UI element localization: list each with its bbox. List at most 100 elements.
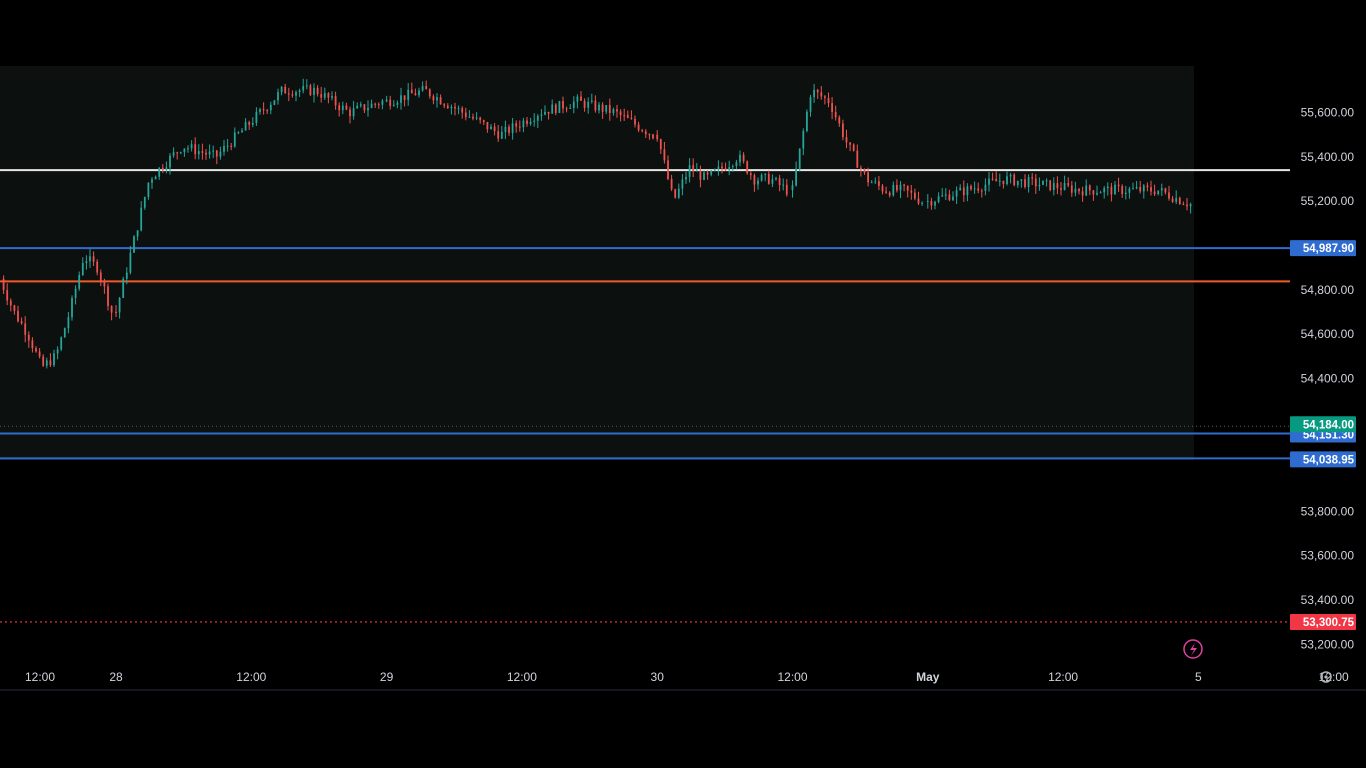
candle xyxy=(970,184,972,191)
lightning-glyph-icon xyxy=(1190,643,1197,656)
candle xyxy=(259,107,261,115)
candle xyxy=(959,184,962,191)
candle xyxy=(623,108,626,121)
candle xyxy=(760,173,763,182)
candle xyxy=(17,305,19,323)
candle xyxy=(9,298,12,312)
candle xyxy=(331,91,333,101)
candle xyxy=(74,285,77,305)
candle xyxy=(118,296,121,319)
candle xyxy=(53,349,55,368)
candle xyxy=(852,143,855,152)
candle xyxy=(616,104,618,118)
candle xyxy=(558,100,561,114)
candle xyxy=(287,87,290,102)
candle xyxy=(403,95,406,107)
candle xyxy=(1013,173,1016,187)
candle xyxy=(572,96,575,114)
candle xyxy=(1096,185,1098,196)
candle xyxy=(1042,180,1044,186)
candle xyxy=(400,87,402,110)
candle xyxy=(277,88,279,105)
candle xyxy=(746,160,749,175)
candle xyxy=(493,123,496,136)
candle xyxy=(845,129,848,149)
candle xyxy=(13,304,16,315)
candle xyxy=(816,88,819,99)
candle xyxy=(190,140,193,152)
candle xyxy=(418,87,420,98)
time-tick-label: 12:00 xyxy=(236,670,266,684)
candle xyxy=(20,317,23,325)
candle xyxy=(345,102,348,111)
candle xyxy=(248,120,251,130)
candle xyxy=(1128,186,1131,199)
candle xyxy=(910,185,913,200)
candle xyxy=(767,170,770,185)
price-badge-1-text: 54,987.90 xyxy=(1303,243,1354,255)
candle xyxy=(219,146,222,160)
candle xyxy=(594,95,597,113)
candle xyxy=(1135,181,1138,190)
last-price-badge: 54,184.00 xyxy=(1290,416,1356,433)
candle xyxy=(1117,177,1120,192)
candle xyxy=(1024,174,1026,189)
candle xyxy=(764,173,767,182)
candle xyxy=(500,125,503,140)
candle xyxy=(540,109,543,121)
alert-lightning-icon[interactable] xyxy=(1183,639,1203,659)
candle xyxy=(728,160,731,176)
candle xyxy=(962,180,965,202)
candle xyxy=(926,193,929,209)
candle xyxy=(952,191,954,202)
candle xyxy=(42,354,45,367)
candle xyxy=(367,100,369,117)
candle xyxy=(526,117,528,127)
candle xyxy=(215,149,218,165)
price-tick-label: 55,600.00 xyxy=(1301,106,1355,120)
candle xyxy=(824,95,826,105)
candle xyxy=(598,101,600,114)
candle xyxy=(212,145,215,158)
candle xyxy=(45,357,48,369)
candle xyxy=(551,99,554,114)
candle xyxy=(125,267,128,285)
candle xyxy=(1060,182,1062,196)
candle xyxy=(389,95,392,110)
candle xyxy=(630,110,633,120)
candle xyxy=(38,348,41,359)
candle xyxy=(6,283,9,306)
price-tick-label: 53,200.00 xyxy=(1301,637,1355,651)
candle xyxy=(370,99,373,109)
candle xyxy=(490,124,492,130)
candle xyxy=(349,106,351,124)
candle xyxy=(1142,184,1145,199)
candle xyxy=(99,269,102,287)
candle xyxy=(266,108,269,114)
candle xyxy=(450,104,453,115)
candle xyxy=(464,107,467,121)
candle xyxy=(269,101,272,115)
candle xyxy=(1067,177,1070,188)
candle xyxy=(436,93,438,108)
candle xyxy=(359,101,362,108)
candle xyxy=(35,346,37,353)
candle xyxy=(1168,185,1170,201)
candle xyxy=(753,173,756,192)
settings-gear-icon[interactable] xyxy=(1320,671,1332,683)
candle xyxy=(648,133,651,140)
candle xyxy=(381,99,384,110)
candle xyxy=(1175,190,1178,205)
candle xyxy=(392,100,395,107)
time-tick-label: 12:00 xyxy=(25,670,55,684)
candle xyxy=(1045,178,1048,187)
candle xyxy=(1034,173,1037,194)
candle xyxy=(995,171,998,182)
candle xyxy=(194,137,197,160)
candle xyxy=(1157,190,1160,196)
candle xyxy=(695,162,698,172)
candle xyxy=(885,186,887,194)
candle xyxy=(1121,184,1124,198)
candle xyxy=(739,150,741,167)
